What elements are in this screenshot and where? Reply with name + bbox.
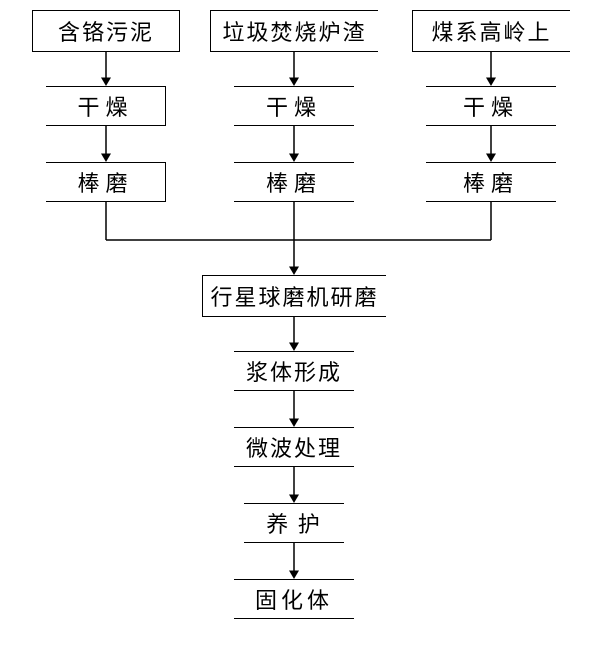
flow-node-a3: 棒磨 <box>46 162 166 202</box>
flow-node-m5: 固化体 <box>234 579 354 619</box>
flow-node-label: 垃圾焚烧炉渣 <box>222 15 366 47</box>
flow-node-label: 干燥 <box>266 90 322 122</box>
flow-node-c2: 干燥 <box>426 86 556 126</box>
flow-node-m3: 微波处理 <box>234 427 354 467</box>
flow-node-m4: 养 护 <box>244 503 344 543</box>
flow-node-label: 行星球磨机研磨 <box>210 280 378 312</box>
flow-node-label: 浆体形成 <box>246 355 342 387</box>
flow-node-label: 养 护 <box>266 507 322 539</box>
flow-node-b1: 垃圾焚烧炉渣 <box>210 10 378 52</box>
flow-node-label: 微波处理 <box>246 431 342 463</box>
flow-node-label: 棒磨 <box>463 166 519 198</box>
flow-node-m1: 行星球磨机研磨 <box>202 275 386 317</box>
flow-node-a2: 干燥 <box>46 86 166 126</box>
flow-node-c3: 棒磨 <box>426 162 556 202</box>
flow-node-b3: 棒磨 <box>234 162 354 202</box>
flow-node-m2: 浆体形成 <box>234 351 354 391</box>
flow-node-label: 干燥 <box>463 90 519 122</box>
flow-node-label: 棒磨 <box>266 166 322 198</box>
flow-node-label: 含铬污泥 <box>58 15 154 47</box>
flow-node-label: 干燥 <box>77 90 133 122</box>
flow-node-c1: 煤系高岭上 <box>412 10 570 52</box>
flow-node-label: 煤系高岭上 <box>431 15 551 47</box>
flow-node-label: 固化体 <box>255 583 333 615</box>
flow-node-a1: 含铬污泥 <box>32 10 180 52</box>
flow-node-label: 棒磨 <box>77 166 133 198</box>
flowchart-canvas: 含铬污泥干燥棒磨垃圾焚烧炉渣干燥棒磨煤系高岭上干燥棒磨行星球磨机研磨浆体形成微波… <box>0 0 600 659</box>
flow-node-b2: 干燥 <box>234 86 354 126</box>
